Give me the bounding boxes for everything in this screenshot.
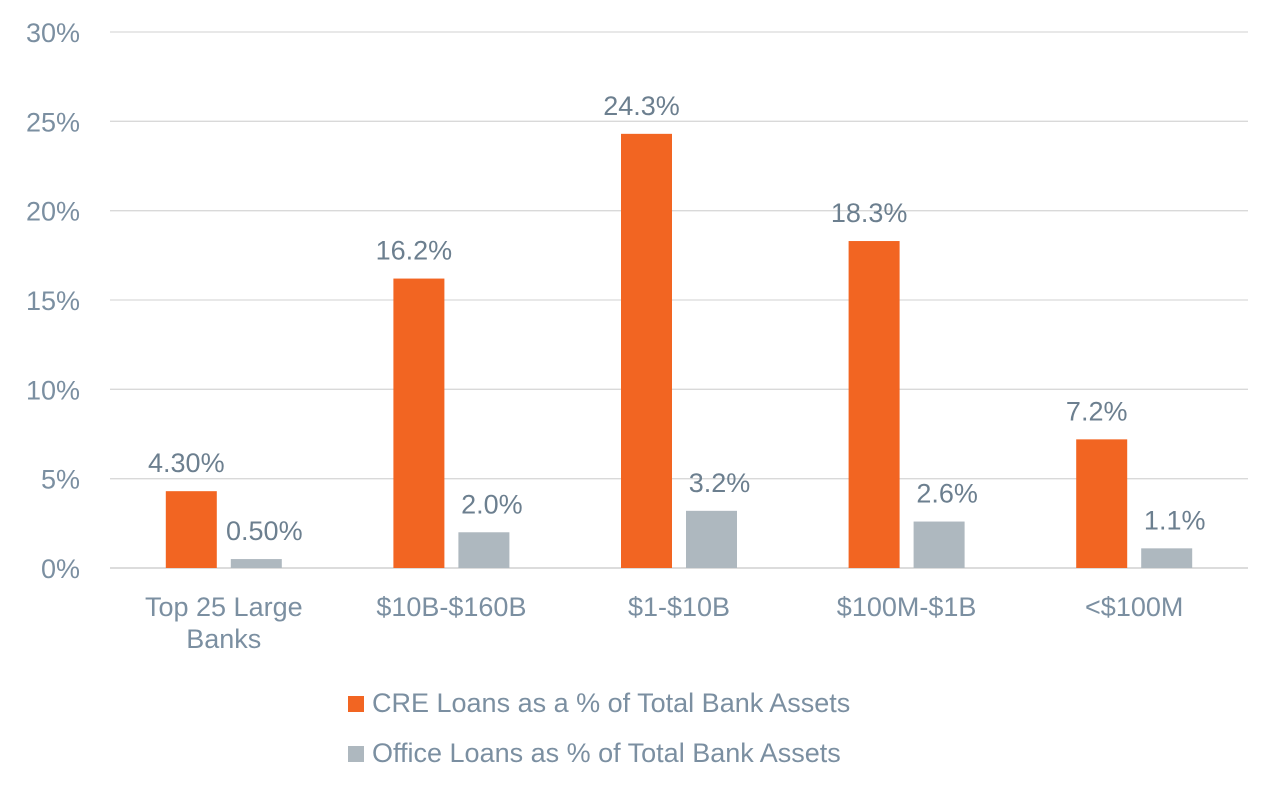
legend-label-cre: CRE Loans as a % of Total Bank Assets [372, 688, 851, 718]
y-axis: 0% 5% 10% 15% 20% 25% 30% [26, 18, 1248, 584]
bar-cre [165, 491, 217, 568]
y-tick-label: 20% [26, 197, 80, 227]
data-label-office: 3.2% [689, 468, 751, 498]
x-tick-label: <$100M [1085, 592, 1183, 622]
data-label-office: 1.1% [1144, 505, 1206, 535]
x-tick-label: Banks [186, 624, 261, 654]
data-label-office: 2.6% [916, 479, 978, 509]
y-tick-label: 5% [41, 465, 80, 495]
x-tick-label: Top 25 Large [145, 592, 303, 622]
bar-office [230, 559, 282, 568]
bar-office [913, 521, 965, 568]
bar-chart: 0% 5% 10% 15% 20% 25% 30% 4.30% 0.50% 16.2% 2.0% 2… [26, 18, 1248, 654]
x-tick-label: $10B-$160B [376, 592, 526, 622]
legend-label-office: Office Loans as % of Total Bank Assets [372, 738, 841, 768]
bars [165, 133, 1193, 569]
data-label-cre: 7.2% [1066, 396, 1128, 426]
y-tick-label: 25% [26, 107, 80, 137]
y-tick-label: 30% [26, 18, 80, 48]
legend-swatch-cre [348, 695, 364, 712]
data-labels: 4.30% 0.50% 16.2% 2.0% 24.3% 3.2% 18.3% 2.6% 7.2… [148, 91, 1205, 546]
bar-cre [393, 278, 445, 568]
y-tick-label: 15% [26, 286, 80, 316]
data-label-office: 2.0% [461, 489, 523, 519]
data-label-cre: 24.3% [603, 91, 680, 121]
bar-office [1141, 548, 1193, 568]
data-label-cre: 18.3% [831, 198, 908, 228]
bar-office [686, 510, 737, 568]
data-label-cre: 16.2% [376, 236, 453, 266]
legend-item-cre: CRE Loans as a % of Total Bank Assets [348, 688, 850, 719]
data-label-cre: 4.30% [148, 448, 225, 478]
bar-cre [1076, 439, 1128, 568]
y-tick-label: 10% [26, 375, 80, 405]
bar-cre [621, 133, 672, 568]
bar-cre [848, 241, 900, 569]
y-tick-label: 0% [41, 554, 80, 584]
gridlines [110, 31, 1248, 480]
data-label-office: 0.50% [226, 516, 303, 546]
legend-item-office: Office Loans as % of Total Bank Assets [348, 738, 841, 769]
legend-swatch-office [348, 745, 364, 762]
x-tick-label: $1-$10B [628, 592, 730, 622]
bar-office [458, 532, 510, 568]
x-tick-label: $100M-$1B [837, 592, 977, 622]
